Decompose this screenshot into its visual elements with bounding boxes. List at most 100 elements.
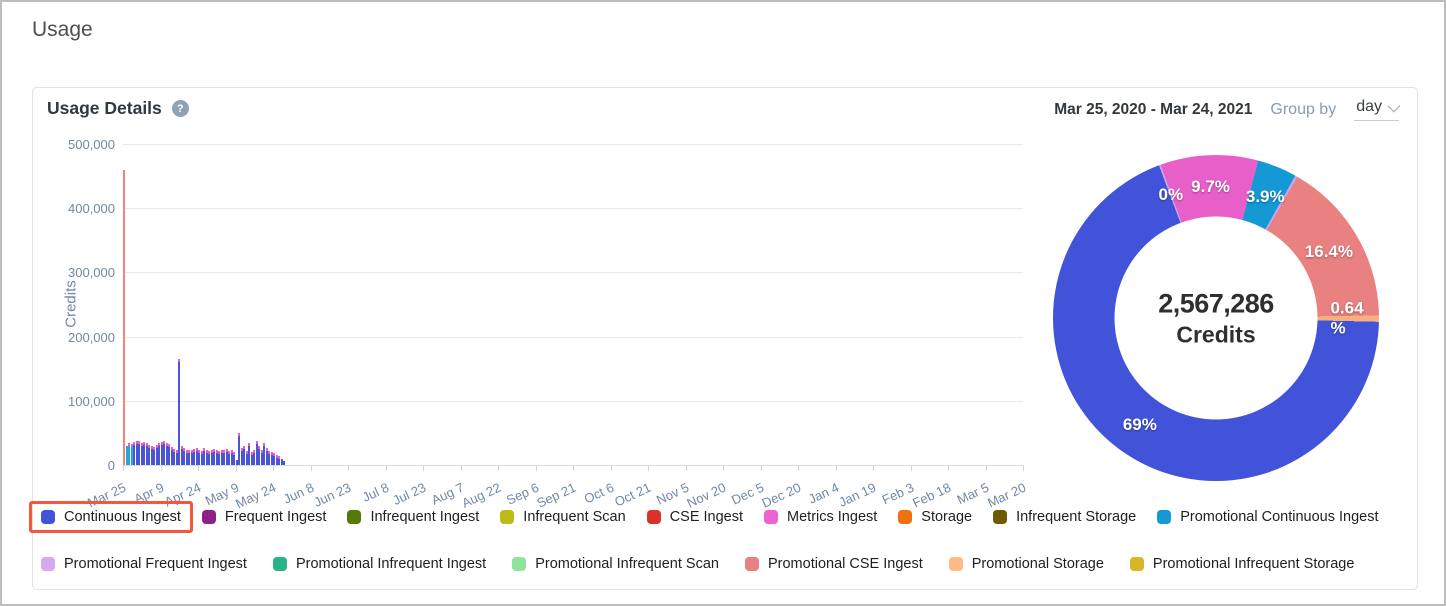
legend-item[interactable]: Promotional Frequent Ingest bbox=[41, 556, 247, 572]
bar bbox=[238, 432, 240, 465]
bar-tip bbox=[250, 452, 253, 456]
bar-tip bbox=[135, 440, 138, 444]
help-icon[interactable]: ? bbox=[171, 100, 189, 117]
legend-item[interactable]: Promotional Infrequent Ingest bbox=[272, 556, 486, 572]
bar-tip bbox=[255, 440, 258, 444]
legend-item[interactable]: Infrequent Ingest bbox=[347, 509, 479, 525]
legend-item[interactable]: CSE Ingest bbox=[646, 509, 744, 525]
bar-tip bbox=[213, 448, 215, 452]
bar bbox=[268, 450, 270, 465]
legend-item-label: Continuous Ingest bbox=[64, 509, 181, 525]
legend-item-label: CSE Ingest bbox=[669, 509, 744, 525]
bar bbox=[273, 453, 275, 465]
y-tick-label: 300,000 bbox=[68, 265, 115, 281]
bar-tip bbox=[163, 441, 165, 445]
legend-item-label: Frequent Ingest bbox=[224, 509, 327, 525]
bar bbox=[163, 441, 165, 465]
legend-item-label: Infrequent Scan bbox=[523, 509, 626, 525]
legend-swatch-icon bbox=[993, 510, 1008, 524]
bar-tip bbox=[203, 448, 205, 452]
bar-tip bbox=[263, 443, 265, 447]
x-tick bbox=[573, 465, 574, 471]
bar-tip bbox=[165, 442, 168, 446]
legend-swatch-icon bbox=[646, 510, 661, 524]
legend-item-label: Storage bbox=[921, 509, 973, 525]
date-range: Mar 25, 2020 - Mar 24, 2021 bbox=[1054, 100, 1253, 118]
bar-tip bbox=[275, 454, 278, 458]
x-tick bbox=[948, 465, 949, 471]
legend-swatch-icon bbox=[272, 557, 287, 571]
legend-item[interactable]: Frequent Ingest bbox=[201, 509, 327, 525]
donut-slice-label: 16.4% bbox=[1304, 241, 1353, 261]
bar-tip bbox=[265, 448, 268, 452]
y-axis-title: Credits bbox=[62, 280, 80, 328]
bar-tip bbox=[185, 449, 188, 453]
bar bbox=[278, 456, 280, 465]
bar bbox=[173, 448, 175, 465]
bar bbox=[123, 169, 125, 465]
bar-tip bbox=[205, 450, 208, 454]
legend-item[interactable]: Storage bbox=[898, 509, 972, 525]
bar bbox=[140, 442, 143, 465]
gridline bbox=[123, 272, 1023, 274]
bar bbox=[218, 450, 220, 465]
bar-tip bbox=[223, 450, 225, 454]
bar bbox=[248, 443, 250, 465]
group-by-label: Group by bbox=[1270, 100, 1337, 118]
legend-item[interactable]: Infrequent Storage bbox=[993, 509, 1136, 525]
x-tick bbox=[160, 465, 162, 471]
legend-item[interactable]: Metrics Ingest bbox=[764, 509, 877, 525]
page-title: Usage bbox=[32, 18, 93, 41]
legend-item[interactable]: Promotional Continuous Ingest bbox=[1157, 509, 1379, 525]
legend-swatch-icon bbox=[898, 510, 913, 524]
bar bbox=[265, 448, 268, 465]
bar-tip bbox=[220, 449, 223, 453]
group-by-select[interactable]: day bbox=[1354, 98, 1401, 121]
bar-tip bbox=[148, 445, 150, 449]
legend-swatch-icon bbox=[948, 557, 963, 571]
legend-item-label: Promotional Infrequent Scan bbox=[535, 556, 719, 572]
legend-item-label: Promotional CSE Ingest bbox=[767, 556, 923, 572]
legend-item[interactable]: Promotional Storage bbox=[948, 556, 1104, 572]
legend-item[interactable]: Promotional CSE Ingest bbox=[744, 556, 923, 572]
x-tick bbox=[348, 465, 349, 471]
bar bbox=[255, 440, 258, 465]
legend-swatch-icon bbox=[201, 510, 216, 524]
bar-tip bbox=[233, 451, 235, 455]
bar-tip bbox=[188, 450, 190, 454]
legend-item-label: Promotional Continuous Ingest bbox=[1180, 509, 1379, 525]
gridline bbox=[123, 336, 1023, 338]
bar bbox=[198, 449, 200, 465]
bar bbox=[148, 445, 150, 465]
legend-item[interactable]: Promotional Infrequent Storage bbox=[1129, 556, 1355, 572]
legend-row-1: Continuous Ingest Frequent Ingest Infreque… bbox=[29, 501, 1409, 533]
bar bbox=[145, 443, 148, 465]
bar bbox=[235, 459, 238, 465]
bar-tip bbox=[133, 441, 135, 445]
bar-tip bbox=[183, 448, 185, 452]
legend-item-label: Infrequent Ingest bbox=[370, 509, 480, 525]
bar bbox=[138, 441, 140, 465]
x-tick bbox=[423, 465, 424, 471]
legend-item-label: Infrequent Storage bbox=[1016, 509, 1137, 525]
bar-tip bbox=[175, 450, 178, 454]
legend-item[interactable]: Continuous Ingest bbox=[29, 501, 193, 533]
bar bbox=[215, 450, 218, 465]
bar-tip bbox=[145, 443, 148, 447]
bar bbox=[190, 449, 193, 465]
legend-item[interactable]: Promotional Infrequent Scan bbox=[512, 556, 719, 572]
bar bbox=[260, 449, 263, 465]
card-header-right: Mar 25, 2020 - Mar 24, 2021 Group by day bbox=[1054, 98, 1401, 121]
legend-swatch-icon bbox=[41, 510, 55, 524]
bar-tip bbox=[230, 450, 233, 454]
donut-slice-label: 3.9% bbox=[1245, 186, 1285, 206]
gridline bbox=[123, 144, 1023, 145]
legend-item-label: Promotional Infrequent Storage bbox=[1152, 556, 1355, 572]
y-tick-label: 100,000 bbox=[68, 393, 115, 409]
bar bbox=[240, 448, 243, 465]
bar bbox=[228, 450, 230, 465]
bar bbox=[180, 445, 183, 465]
gridline bbox=[123, 208, 1023, 210]
bar-tip bbox=[143, 441, 145, 445]
legend-item[interactable]: Infrequent Scan bbox=[500, 509, 626, 525]
